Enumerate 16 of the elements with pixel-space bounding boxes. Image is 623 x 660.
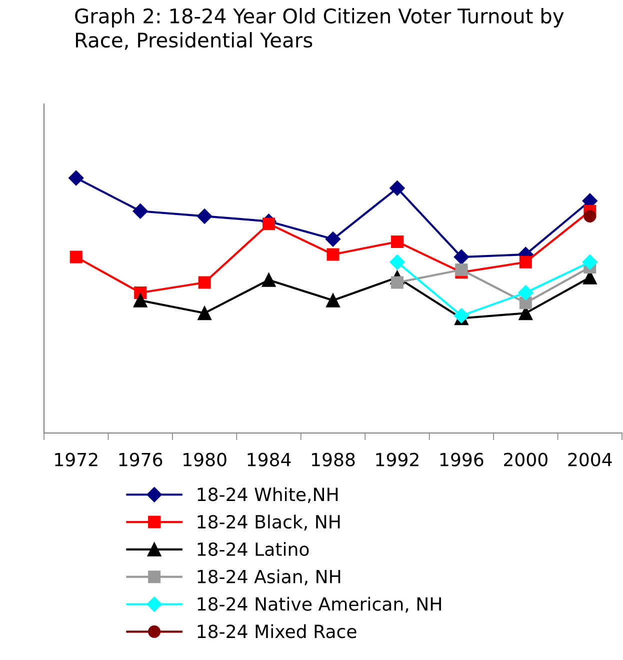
x-tick-label: 1980 — [184, 452, 226, 466]
x-tick-label: 2004 — [568, 452, 612, 466]
x-tick-label: 1976 — [119, 452, 162, 466]
chart-title: Graph 2: 18-24 Year Old Citizen Voter Turnout by Race, Presidential Years — [75, 8, 564, 50]
x-tick-label: 2000 — [504, 452, 548, 466]
x-tick-label: 1992 — [376, 452, 418, 466]
x-tick-label: 1972 — [55, 452, 98, 466]
x-tick-label: 1984 — [248, 452, 291, 466]
legend-label: 18-24 Black, NH — [198, 514, 340, 530]
legend-label: 18-24 Asian, NH — [198, 569, 340, 586]
x-tick-label: 1996 — [440, 452, 484, 466]
legend-label: 18-24 White,NH — [198, 487, 338, 504]
legend-label: 18-24 Mixed Race — [198, 624, 356, 638]
legend-label: 18-24 Native American, NH — [198, 596, 441, 613]
x-tick-label: 1988 — [312, 452, 355, 466]
legend-label: 18-24 Latino — [198, 542, 309, 556]
